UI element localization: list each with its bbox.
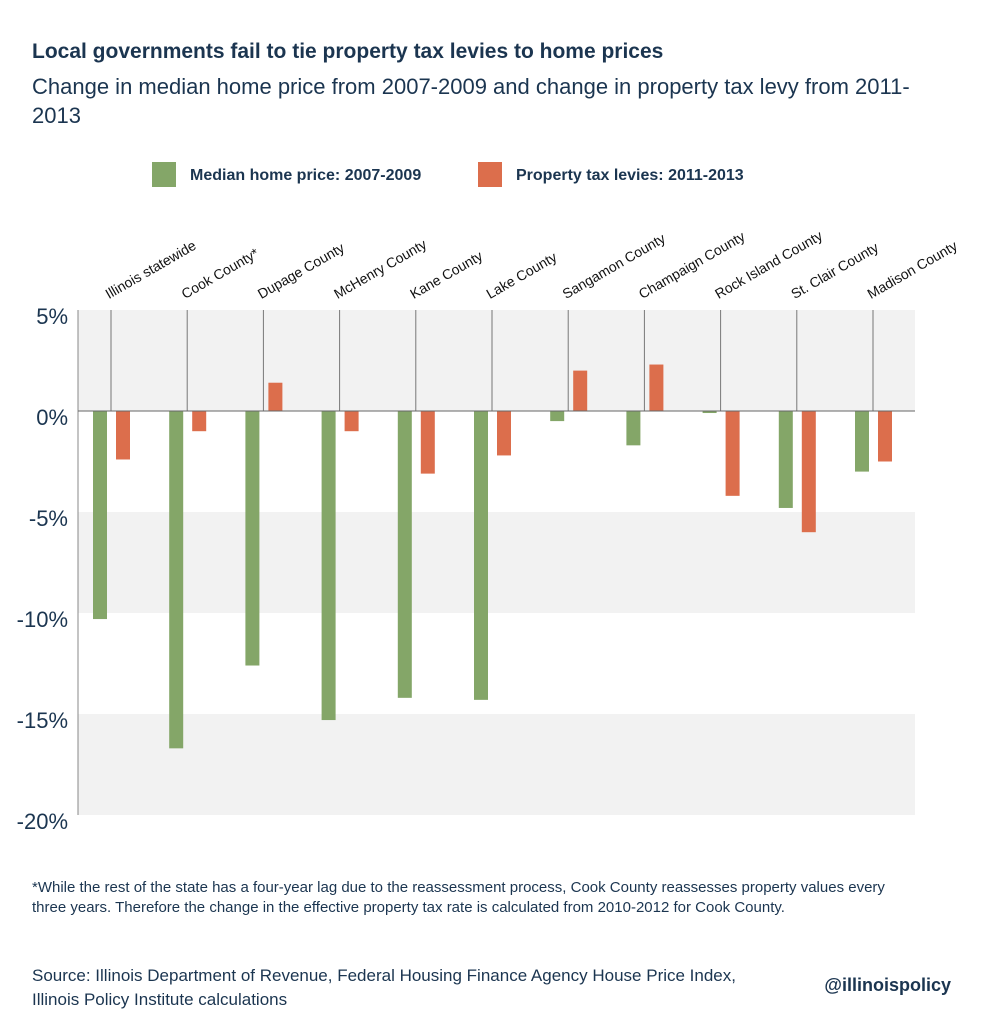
y-tick-label: -15% xyxy=(17,708,68,733)
y-tick-label: 0% xyxy=(36,405,68,430)
bar xyxy=(626,411,641,446)
bar xyxy=(855,411,869,472)
bar xyxy=(169,411,184,749)
bar xyxy=(649,364,664,411)
credit: @illinoispolicy xyxy=(824,975,951,995)
legend-label: Median home price: 2007-2009 xyxy=(190,167,421,184)
background-band xyxy=(78,512,915,613)
x-tick-label: Madison County xyxy=(864,237,960,301)
bar xyxy=(573,370,588,411)
bar xyxy=(497,411,511,456)
bar xyxy=(93,411,107,620)
bar xyxy=(268,382,283,411)
bar xyxy=(245,411,260,666)
legend-swatch xyxy=(478,162,502,187)
bar xyxy=(878,411,892,462)
bar xyxy=(192,411,207,432)
bar xyxy=(344,411,359,432)
bar xyxy=(116,411,130,460)
legend-swatch xyxy=(152,162,176,187)
y-tick-label: -20% xyxy=(17,809,68,834)
bar xyxy=(801,411,816,533)
bar xyxy=(778,411,793,508)
bar xyxy=(420,411,435,474)
bar xyxy=(321,411,336,721)
background-band xyxy=(78,310,915,411)
legend-label: Property tax levies: 2011-2013 xyxy=(516,167,744,184)
x-tick-label: Lake County xyxy=(483,249,559,302)
chart-title: Local governments fail to tie property t… xyxy=(32,40,664,63)
source: Source: Illinois Department of Revenue, … xyxy=(32,966,736,1009)
bar xyxy=(474,411,488,700)
y-tick-label: -10% xyxy=(17,607,68,632)
bar xyxy=(725,411,740,496)
footnote: *While the rest of the state has a four-… xyxy=(32,879,885,916)
bar xyxy=(702,411,717,414)
y-tick-label: -5% xyxy=(29,506,68,531)
background-band xyxy=(78,714,915,815)
bar xyxy=(397,411,412,698)
bar xyxy=(550,411,565,422)
chart-subtitle: Change in median home price from 2007-20… xyxy=(32,74,910,128)
y-tick-label: 5% xyxy=(36,304,68,329)
